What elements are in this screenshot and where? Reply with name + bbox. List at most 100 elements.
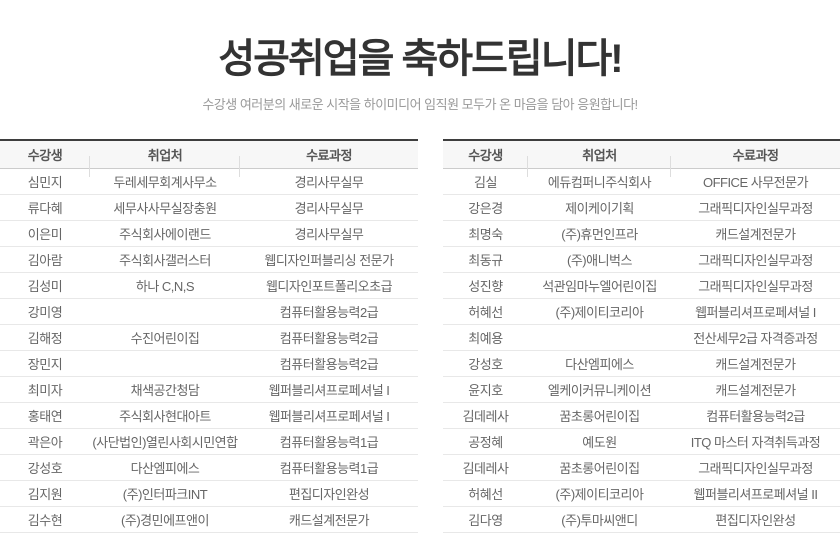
student-cell: 김지원	[0, 480, 90, 507]
table-row: 김수현 (주)경민에프앤이 캐드설계전문가	[0, 506, 418, 533]
table-row: 공정혜 예도원 ITQ 마스터 자격취득과정	[443, 428, 840, 455]
column-header: 수료과정	[240, 140, 418, 169]
student-cell: 최예용	[443, 324, 528, 351]
column-header: 수강생	[443, 140, 528, 176]
course-cell: 웹퍼블리셔프로페셔널 I	[671, 298, 840, 325]
table-row: 허혜선 (주)제이티코리아 웹퍼블리셔프로페셔널 II	[443, 480, 840, 507]
course-cell: 컴퓨터활용능력1급	[240, 428, 418, 455]
table-row: 강성호 다산엠피에스 컴퓨터활용능력1급	[0, 454, 418, 481]
table-row: 곽은아 (사단법인)열린사회시민연합 컴퓨터활용능력1급	[0, 428, 418, 455]
employer-cell: 석관임마누엘어린이집	[528, 272, 671, 299]
employer-cell: (주)경민에프앤이	[90, 506, 240, 533]
table-row: 강미영 컴퓨터활용능력2급	[0, 298, 418, 325]
table-row: 김다영 (주)투마씨앤디 편집디자인완성	[443, 506, 840, 533]
employer-cell: (주)애니벅스	[528, 246, 671, 273]
student-cell: 강성호	[0, 454, 90, 481]
employer-cell: 주식회사현대아트	[90, 402, 240, 429]
course-cell: 컴퓨터활용능력1급	[240, 454, 418, 481]
course-cell: 캐드설계전문가	[671, 376, 840, 403]
employer-cell: (주)제이티코리아	[528, 298, 671, 325]
course-cell: ITQ 마스터 자격취득과정	[671, 428, 840, 455]
course-cell: 경리사무실무	[240, 220, 418, 247]
employer-cell: 꿈초롱어린이집	[528, 402, 671, 429]
student-cell: 최명숙	[443, 220, 528, 247]
student-cell: 허혜선	[443, 480, 528, 507]
table-row: 김데레사 꿈초롱어린이집 컴퓨터활용능력2급	[443, 402, 840, 429]
employer-cell	[528, 324, 671, 351]
student-cell: 류다혜	[0, 194, 90, 221]
student-cell: 장민지	[0, 350, 90, 377]
student-cell: 김실	[443, 168, 528, 195]
employer-cell: 다산엠피에스	[528, 350, 671, 377]
column-header: 수료과정	[671, 140, 840, 169]
table-row: 윤지호 엘케이커뮤니케이션 캐드설계전문가	[443, 376, 840, 403]
page-subtitle: 수강생 여러분의 새로운 시작을 하이미디어 임직원 모두가 온 마음을 담아 …	[202, 97, 638, 112]
employer-cell: 주식회사갤러스터	[90, 246, 240, 273]
student-cell: 심민지	[0, 168, 90, 195]
student-cell: 홍태연	[0, 402, 90, 429]
student-cell: 곽은아	[0, 428, 90, 455]
employer-cell: (사단법인)열린사회시민연합	[90, 428, 240, 455]
employer-cell: 꿈초롱어린이집	[528, 454, 671, 481]
course-cell: 웹퍼블리셔프로페셔널 I	[240, 376, 418, 403]
table-row: 최미자 채색공간청담 웹퍼블리셔프로페셔널 I	[0, 376, 418, 403]
table-row: 최예용 전산세무2급 자격증과정	[443, 324, 840, 351]
table-row: 류다혜 세무사사무실장충원 경리사무실무	[0, 194, 418, 221]
student-cell: 김해정	[0, 324, 90, 351]
student-cell: 공정혜	[443, 428, 528, 455]
column-header: 수강생	[0, 140, 90, 176]
course-cell: 웹디자인퍼블리싱 전문가	[240, 246, 418, 273]
table-header: 수강생 취업처 수료과정	[443, 140, 840, 176]
table-row: 최명숙 (주)휴먼인프라 캐드설계전문가	[443, 220, 840, 247]
course-cell: 편집디자인완성	[240, 480, 418, 507]
employer-cell: (주)제이티코리아	[528, 480, 671, 507]
course-cell: 웹퍼블리셔프로페셔널 I	[240, 402, 418, 429]
course-cell: 경리사무실무	[240, 168, 418, 195]
employer-cell	[90, 298, 240, 325]
course-cell: 편집디자인완성	[671, 506, 840, 533]
employer-cell: 두레세무회계사무소	[90, 168, 240, 195]
student-cell: 김수현	[0, 506, 90, 533]
employer-cell: (주)인터파크INT	[90, 480, 240, 507]
course-cell: 경리사무실무	[240, 194, 418, 221]
column-header: 취업처	[528, 140, 671, 176]
table-row: 강성호 다산엠피에스 캐드설계전문가	[443, 350, 840, 377]
course-cell: 그래픽디자인실무과정	[671, 194, 840, 221]
table-row: 이은미 주식회사에이랜드 경리사무실무	[0, 220, 418, 247]
employer-cell: 수진어린이집	[90, 324, 240, 351]
page-title: 성공취업을 축하드립니다!	[218, 37, 623, 81]
course-cell: 캐드설계전문가	[671, 350, 840, 377]
course-cell: 그래픽디자인실무과정	[671, 272, 840, 299]
table-row: 장민지 컴퓨터활용능력2급	[0, 350, 418, 377]
student-cell: 윤지호	[443, 376, 528, 403]
course-cell: 그래픽디자인실무과정	[671, 246, 840, 273]
student-cell: 강미영	[0, 298, 90, 325]
course-cell: 컴퓨터활용능력2급	[240, 324, 418, 351]
course-cell: 컴퓨터활용능력2급	[671, 402, 840, 429]
course-cell: 웹디자인포트폴리오초급	[240, 272, 418, 299]
table-row: 성진향 석관임마누엘어린이집 그래픽디자인실무과정	[443, 272, 840, 299]
table-row: 허혜선 (주)제이티코리아 웹퍼블리셔프로페셔널 I	[443, 298, 840, 325]
student-cell: 허혜선	[443, 298, 528, 325]
course-cell: 그래픽디자인실무과정	[671, 454, 840, 481]
course-cell: 컴퓨터활용능력2급	[240, 350, 418, 377]
table-header: 수강생 취업처 수료과정	[0, 140, 418, 176]
table-row: 김데레사 꿈초롱어린이집 그래픽디자인실무과정	[443, 454, 840, 481]
column-header: 취업처	[90, 140, 240, 176]
student-cell: 성진향	[443, 272, 528, 299]
student-cell: 김데레사	[443, 454, 528, 481]
employer-cell: 에듀컴퍼니주식회사	[528, 168, 671, 195]
student-cell: 김성미	[0, 272, 90, 299]
student-cell: 최동규	[443, 246, 528, 273]
table-row: 강은경 제이케이기획 그래픽디자인실무과정	[443, 194, 840, 221]
employer-cell: 예도원	[528, 428, 671, 455]
table-row: 심민지 두레세무회계사무소 경리사무실무	[0, 168, 418, 195]
table-row: 최동규 (주)애니벅스 그래픽디자인실무과정	[443, 246, 840, 273]
table-row: 홍태연 주식회사현대아트 웹퍼블리셔프로페셔널 I	[0, 402, 418, 429]
course-cell: 전산세무2급 자격증과정	[671, 324, 840, 351]
student-cell: 강은경	[443, 194, 528, 221]
employer-cell: 엘케이커뮤니케이션	[528, 376, 671, 403]
student-cell: 이은미	[0, 220, 90, 247]
employment-table-right: 수강생 취업처 수료과정 김실 에듀컴퍼니주식회사 OFFICE 사무전문가 강은경 제이케…	[443, 139, 840, 533]
student-cell: 최미자	[0, 376, 90, 403]
